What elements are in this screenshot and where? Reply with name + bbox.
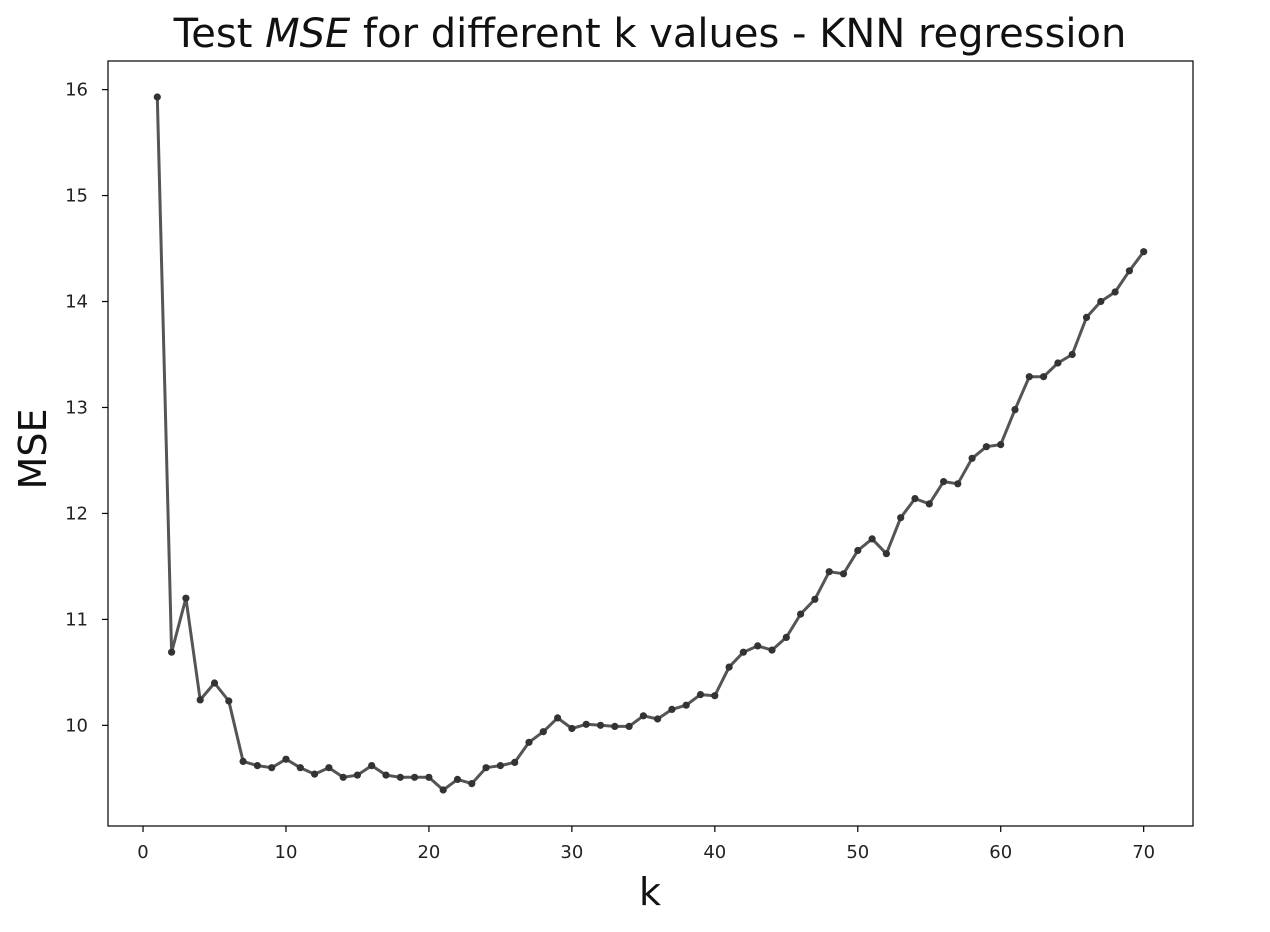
data-point <box>639 712 648 720</box>
data-point <box>954 480 962 488</box>
data-point <box>1097 297 1105 306</box>
data-point <box>682 701 690 709</box>
data-point <box>625 722 633 731</box>
data-point <box>239 757 247 766</box>
x-tick-label: 40 <box>703 842 726 863</box>
data-point <box>611 722 619 731</box>
data-point <box>382 771 390 779</box>
data-point <box>1025 373 1033 381</box>
series-line <box>155 96 1145 792</box>
data-point <box>911 495 919 503</box>
data-point <box>1068 350 1076 359</box>
data-point <box>982 443 991 451</box>
data-point <box>768 646 776 654</box>
data-point <box>854 546 862 555</box>
data-point <box>368 762 376 770</box>
x-tick-label: 70 <box>1132 842 1155 863</box>
x-axis-label: k <box>639 870 661 914</box>
y-tick-label: 12 <box>65 503 88 524</box>
x-axis-ticks: 0 10 20 30 40 50 60 70 <box>137 826 1155 863</box>
data-point <box>668 705 676 714</box>
data-point <box>525 738 533 746</box>
data-point <box>825 568 833 576</box>
data-point <box>1111 288 1119 296</box>
data-point <box>411 773 419 781</box>
y-tick-label: 11 <box>65 609 88 630</box>
data-point <box>268 764 276 772</box>
data-point <box>311 770 319 778</box>
data-point <box>539 728 547 736</box>
x-tick-label: 0 <box>137 842 148 863</box>
data-point <box>253 762 261 770</box>
x-tick-label: 50 <box>846 842 869 863</box>
x-tick-label: 60 <box>989 842 1012 863</box>
data-point <box>282 755 290 763</box>
y-tick-label: 15 <box>65 186 88 207</box>
data-point <box>782 633 790 642</box>
y-tick-label: 13 <box>65 397 88 418</box>
data-point <box>168 648 176 656</box>
data-point <box>339 773 347 781</box>
data-point <box>482 764 490 772</box>
data-point <box>439 786 447 794</box>
data-point <box>925 500 933 508</box>
data-point <box>196 696 204 704</box>
data-point <box>997 441 1005 449</box>
data-point <box>882 550 891 558</box>
data-point <box>182 594 190 602</box>
y-tick-label: 10 <box>65 715 88 736</box>
data-point <box>468 780 476 788</box>
data-point <box>396 773 404 781</box>
data-point <box>811 595 819 603</box>
data-point <box>696 691 705 699</box>
data-point <box>1082 313 1091 321</box>
chart-title-part: Test <box>173 11 265 57</box>
data-point <box>210 679 219 687</box>
data-point <box>654 715 662 723</box>
data-point <box>1054 359 1062 367</box>
data-point <box>1040 373 1048 381</box>
x-tick-label: 30 <box>560 842 583 863</box>
y-axis-label: MSE <box>11 409 55 490</box>
data-point <box>582 720 590 728</box>
data-point <box>839 570 848 578</box>
data-point <box>325 764 333 772</box>
data-point <box>897 514 905 522</box>
chart-title-part: for different k values - KNN regression <box>350 11 1126 57</box>
data-point <box>225 697 233 705</box>
data-point <box>1125 267 1133 275</box>
x-tick-label: 20 <box>417 842 440 863</box>
data-point <box>1011 406 1019 414</box>
data-point <box>754 642 762 650</box>
y-tick-label: 14 <box>65 292 88 313</box>
data-point <box>496 762 504 770</box>
data-point <box>596 721 605 729</box>
data-point <box>153 93 161 101</box>
y-axis-ticks: 10 11 12 13 14 15 16 <box>65 80 108 736</box>
data-point <box>868 535 876 543</box>
data-point <box>296 764 304 772</box>
data-point <box>1140 248 1148 256</box>
data-point <box>453 775 462 784</box>
data-point <box>711 692 719 700</box>
plot-area-frame <box>107 60 1194 827</box>
chart-title: Test MSE for different k values - KNN re… <box>173 11 1127 57</box>
data-point <box>511 758 519 767</box>
data-point <box>353 771 361 779</box>
series-markers <box>153 93 1148 794</box>
data-point <box>739 648 748 656</box>
data-point <box>968 454 976 462</box>
x-tick-label: 10 <box>275 842 298 863</box>
data-point <box>940 478 948 486</box>
chart-title-part: MSE <box>265 11 351 57</box>
data-point <box>425 773 433 781</box>
data-point <box>797 610 805 618</box>
data-point <box>725 663 733 671</box>
data-point <box>554 714 562 722</box>
data-point <box>568 724 576 733</box>
y-tick-label: 16 <box>65 80 88 101</box>
